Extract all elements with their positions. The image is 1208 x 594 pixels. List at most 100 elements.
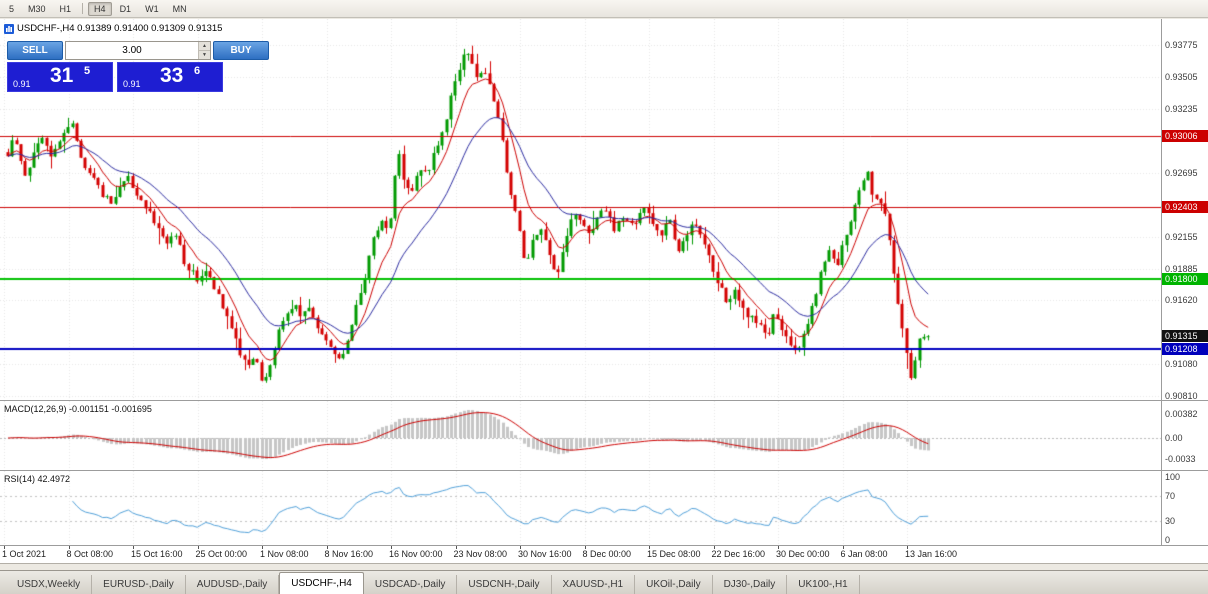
time-axis-label: 13 Jan 16:00 <box>905 549 958 559</box>
price-axis-label: 0.93505 <box>1165 71 1198 82</box>
pane-separator <box>0 545 1208 546</box>
macd-axis-label: 0.00 <box>1165 433 1183 443</box>
time-tick <box>584 546 586 549</box>
timeframe-button-h4[interactable]: H4 <box>88 1 112 16</box>
timeframe-button-h1[interactable]: H1 <box>54 2 78 16</box>
time-axis-label: 23 Nov 08:00 <box>453 549 508 559</box>
one-click-trading-panel: SELL ▲ ▼ BUY 0.91 31 5 0.91 33 6 <box>7 41 269 92</box>
time-axis-label: 8 Oct 08:00 <box>66 549 114 559</box>
price-axis[interactable]: 0.93775 0.93505 0.93235 0.92695 0.92155 0.918… <box>1162 19 1208 563</box>
time-tick <box>713 546 715 549</box>
price-badge: 0.91208 <box>1162 342 1208 355</box>
toolbar-separator <box>82 3 84 14</box>
rsi-pane-canvas <box>0 471 1161 545</box>
time-tick <box>778 546 779 549</box>
time-axis-label: 16 Nov 00:00 <box>389 549 443 559</box>
chart-title-text: USDCHF-,H4 0.91389 0.91400 0.91309 0.913… <box>17 23 223 34</box>
volume-down-button[interactable]: ▼ <box>199 51 210 59</box>
time-tick <box>4 546 5 549</box>
buy-price-display[interactable]: 0.91 33 6 <box>117 62 223 92</box>
pane-separator <box>0 470 1208 471</box>
pane-separator <box>0 400 1208 401</box>
macd-axis-label: 0.00382 <box>1165 408 1198 419</box>
time-axis[interactable]: 1 Oct 2021 8 Oct 08:00 15 Oct 16:00 25 Oct … <box>0 546 1208 563</box>
chart-tab-audusd-daily[interactable]: AUDUSD-,Daily <box>186 575 280 594</box>
time-axis-label: 8 Nov 16:00 <box>324 549 374 559</box>
time-tick <box>520 546 521 549</box>
price-axis-label: 0.91620 <box>1165 295 1198 306</box>
volume-input[interactable] <box>66 42 198 59</box>
time-tick <box>391 546 392 549</box>
chart-tab-usdcad-daily[interactable]: USDCAD-,Daily <box>364 575 458 594</box>
time-axis-label: 15 Dec 08:00 <box>647 549 701 559</box>
timeframe-button-w1[interactable]: W1 <box>139 2 165 16</box>
time-tick <box>197 546 199 549</box>
rsi-indicator-label: RSI(14) 42.4972 <box>4 474 71 484</box>
price-axis-label: 0.91080 <box>1165 359 1198 370</box>
sell-price-display[interactable]: 0.91 31 5 <box>7 62 113 92</box>
price-axis-label: 0.91885 <box>1165 263 1198 274</box>
buy-button[interactable]: BUY <box>213 41 269 60</box>
chart-tab-usdx-weekly[interactable]: USDX,Weekly <box>6 575 93 594</box>
timeframe-button-mn[interactable]: MN <box>167 2 193 16</box>
rsi-axis-label: 100 <box>1165 472 1181 482</box>
time-axis-label: 8 Dec 00:00 <box>582 549 632 559</box>
sell-price-big: 31 <box>50 64 74 87</box>
sell-price-prefix: 0.91 <box>13 79 31 89</box>
timeframe-button-m30[interactable]: M30 <box>22 2 52 16</box>
buy-price-sup: 6 <box>194 65 201 77</box>
time-axis-label: 15 Oct 16:00 <box>131 549 183 559</box>
chart-area: USDCHF-,H4 0.91389 0.91400 0.91309 0.913… <box>0 19 1208 570</box>
time-axis-label: 1 Nov 08:00 <box>260 549 309 559</box>
volume-up-button[interactable]: ▲ <box>199 42 210 51</box>
time-tick <box>133 546 134 549</box>
macd-axis-label: -0.0033 <box>1165 453 1196 464</box>
buy-price-big: 33 <box>160 64 184 87</box>
chart-tab-bar: USDX,Weekly EURUSD-,Daily AUDUSD-,Daily USD… <box>0 570 1208 594</box>
window-frame <box>0 563 1208 570</box>
time-axis-label: 30 Dec 00:00 <box>776 549 830 559</box>
time-axis-label: 1 Oct 2021 <box>2 549 47 559</box>
time-axis-label: 6 Jan 08:00 <box>840 549 888 559</box>
price-axis-label: 0.92155 <box>1165 231 1198 242</box>
axis-border <box>1161 19 1162 563</box>
price-axis-label: 0.92695 <box>1165 167 1198 178</box>
time-axis-label: 22 Dec 16:00 <box>711 549 766 559</box>
time-tick <box>68 546 70 549</box>
price-axis-label: 0.93235 <box>1165 103 1198 114</box>
price-badge: 0.93006 <box>1162 130 1208 143</box>
price-badge: 0.91800 <box>1162 272 1208 285</box>
time-tick <box>907 546 908 549</box>
chart-title: USDCHF-,H4 0.91389 0.91400 0.91309 0.913… <box>4 23 222 34</box>
time-axis-label: 25 Oct 00:00 <box>195 549 248 559</box>
price-axis-label: 0.90810 <box>1165 391 1198 401</box>
chart-tab-uk100-h1[interactable]: UK100-,H1 <box>787 575 860 594</box>
chart-tab-xauusd-h1[interactable]: XAUUSD-,H1 <box>552 575 636 594</box>
chart-tab-usdcnh-daily[interactable]: USDCNH-,Daily <box>457 575 552 594</box>
timeframe-button-5[interactable]: 5 <box>3 2 20 16</box>
macd-indicator-label: MACD(12,26,9) -0.001151 -0.001695 <box>4 404 152 414</box>
time-tick <box>455 546 457 549</box>
buy-price-prefix: 0.91 <box>123 79 141 89</box>
time-tick <box>649 546 650 549</box>
time-tick <box>326 546 328 549</box>
macd-pane-canvas <box>0 401 1161 470</box>
chart-tab-dj30-daily[interactable]: DJ30-,Daily <box>713 575 788 594</box>
chart-icon <box>4 23 14 34</box>
volume-spinner: ▲ ▼ <box>198 42 210 59</box>
rsi-axis-label: 30 <box>1165 516 1176 527</box>
price-badge: 0.91315 <box>1162 330 1208 343</box>
rsi-axis-label: 0 <box>1165 535 1171 545</box>
sell-button[interactable]: SELL <box>7 41 63 60</box>
time-tick <box>262 546 263 549</box>
rsi-axis-label: 70 <box>1165 490 1176 501</box>
timeframe-toolbar: 5 M30 H1 H4 D1 W1 MN <box>0 0 1208 18</box>
chart-tab-eurusd-daily[interactable]: EURUSD-,Daily <box>92 575 186 594</box>
volume-field: ▲ ▼ <box>65 41 211 60</box>
time-tick <box>842 546 844 549</box>
chart-tab-usdchf-h4[interactable]: USDCHF-,H4 <box>279 572 364 594</box>
chart-tab-ukoil-daily[interactable]: UKOil-,Daily <box>635 575 713 594</box>
sell-price-sup: 5 <box>84 65 91 77</box>
timeframe-button-d1[interactable]: D1 <box>114 2 138 16</box>
price-badge: 0.92403 <box>1162 201 1208 214</box>
